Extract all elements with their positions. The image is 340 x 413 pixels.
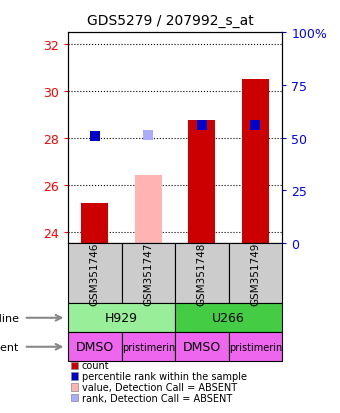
- Text: rank, Detection Call = ABSENT: rank, Detection Call = ABSENT: [82, 393, 232, 403]
- Text: GSM351746: GSM351746: [90, 242, 100, 305]
- Text: value, Detection Call = ABSENT: value, Detection Call = ABSENT: [82, 382, 237, 392]
- Text: GSM351749: GSM351749: [251, 242, 260, 305]
- Text: H929: H929: [105, 311, 138, 325]
- Text: pristimerin: pristimerin: [229, 342, 282, 352]
- Text: agent: agent: [0, 342, 19, 352]
- Text: DMSO: DMSO: [183, 340, 221, 354]
- Text: GSM351747: GSM351747: [143, 242, 153, 305]
- Text: GDS5279 / 207992_s_at: GDS5279 / 207992_s_at: [87, 14, 253, 28]
- Bar: [81, 204, 108, 244]
- Text: cell line: cell line: [0, 313, 19, 323]
- Text: pristimerin: pristimerin: [122, 342, 175, 352]
- Text: percentile rank within the sample: percentile rank within the sample: [82, 371, 246, 381]
- Text: U266: U266: [212, 311, 245, 325]
- Bar: [242, 80, 269, 244]
- Bar: [188, 121, 215, 244]
- Text: DMSO: DMSO: [75, 340, 114, 354]
- Bar: [135, 176, 162, 244]
- Text: count: count: [82, 361, 109, 370]
- Text: GSM351748: GSM351748: [197, 242, 207, 305]
